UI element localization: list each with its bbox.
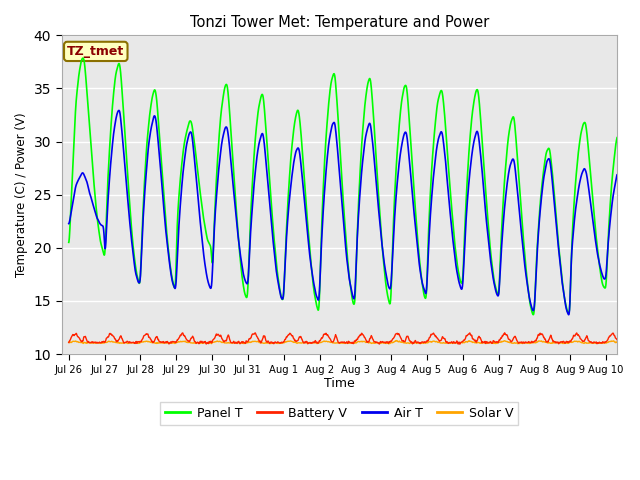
Battery V [501, 330, 509, 336]
Panel T [610, 162, 618, 168]
Panel T [129, 234, 136, 240]
Line: Panel T: Panel T [68, 58, 624, 315]
Air T [161, 222, 169, 228]
Line: Air T: Air T [68, 110, 624, 315]
Air T [65, 221, 72, 227]
Panel T [79, 55, 87, 61]
Solar V [278, 340, 285, 346]
Air T [620, 180, 628, 185]
Solar V [65, 339, 72, 345]
Panel T [620, 144, 628, 150]
Solar V [161, 339, 169, 345]
Solar V [620, 340, 628, 346]
Battery V [610, 331, 618, 337]
Battery V [302, 339, 310, 345]
Legend: Panel T, Battery V, Air T, Solar V: Panel T, Battery V, Air T, Solar V [160, 402, 518, 425]
Battery V [128, 340, 136, 346]
Battery V [620, 339, 628, 345]
Title: Tonzi Tower Met: Temperature and Power: Tonzi Tower Met: Temperature and Power [189, 15, 489, 30]
Air T [550, 192, 557, 198]
Air T [565, 312, 573, 318]
Solar V [550, 340, 557, 346]
Solar V [128, 340, 136, 346]
Air T [115, 108, 123, 113]
Panel T [65, 240, 72, 245]
Y-axis label: Temperature (C) / Power (V): Temperature (C) / Power (V) [15, 112, 28, 277]
Air T [278, 296, 285, 301]
Line: Solar V: Solar V [68, 340, 624, 344]
Solar V [385, 341, 392, 347]
Panel T [550, 185, 557, 191]
Air T [302, 214, 310, 219]
Air T [129, 243, 136, 249]
Panel T [529, 312, 537, 318]
Solar V [610, 338, 618, 344]
Air T [610, 191, 618, 196]
Battery V [65, 339, 72, 345]
Solar V [302, 340, 310, 346]
X-axis label: Time: Time [324, 377, 355, 390]
Battery V [550, 338, 557, 344]
Panel T [161, 212, 169, 217]
Battery V [161, 340, 169, 346]
Line: Battery V: Battery V [68, 333, 624, 344]
Battery V [456, 341, 463, 347]
Panel T [302, 198, 310, 204]
Battery V [278, 339, 285, 345]
Text: TZ_tmet: TZ_tmet [67, 45, 124, 58]
Panel T [278, 296, 285, 302]
Solar V [393, 337, 401, 343]
